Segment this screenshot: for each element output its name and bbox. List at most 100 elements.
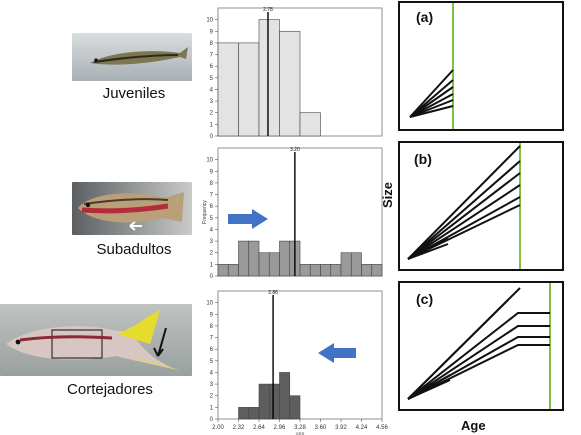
y-tick-label: 9: [210, 29, 214, 35]
y-tick-label: 10: [206, 301, 213, 307]
arrow-left-icon: [318, 343, 356, 363]
histogram-bar: [279, 372, 291, 420]
histogram-bar: [350, 252, 362, 277]
histogram-bar: [289, 395, 301, 420]
x-tick-label: 2.64: [253, 425, 265, 431]
growth-panel-a: (a): [398, 1, 564, 131]
histogram-bar: [299, 264, 311, 277]
y-tick-label: 3: [210, 382, 214, 388]
growth-panel-b: (b): [398, 141, 564, 271]
y-tick-label: 7: [210, 193, 214, 199]
courting-fish-photo: [0, 304, 192, 376]
histogram-bar: [248, 240, 260, 277]
y-tick-label: 1: [210, 405, 214, 411]
y-tick-label: 1: [210, 122, 214, 128]
y-tick-label: 0: [210, 417, 214, 423]
y-tick-label: 8: [210, 324, 214, 330]
y-tick-label: 2: [210, 111, 214, 117]
x-tick-label: 2.00: [212, 425, 224, 431]
histogram-bar: [309, 264, 321, 277]
y-tick-label: 7: [210, 336, 214, 342]
histogram-bar: [238, 42, 260, 137]
histogram-bar: [268, 252, 280, 277]
y-tick-label: 0: [210, 274, 214, 280]
y-tick-label: 4: [210, 87, 214, 93]
arrow-right-icon: [228, 209, 268, 229]
y-tick-label: 10: [206, 18, 213, 24]
y-tick-label: 3: [210, 99, 214, 105]
histogram-bar: [320, 264, 332, 277]
y-tick-label: 1: [210, 262, 214, 268]
juvenile-fish-photo: [72, 33, 192, 81]
y-tick-label: 6: [210, 64, 214, 70]
panel-letter-c: (c): [416, 291, 434, 307]
subadults-label: Subadultos: [96, 241, 172, 258]
y-tick-label: 5: [210, 359, 214, 365]
y-tick-label: 9: [210, 169, 214, 175]
y-tick-label: 4: [210, 370, 214, 376]
y-tick-label: 9: [210, 312, 214, 318]
y-tick-label: 4: [210, 227, 214, 233]
subadults-histogram: 0 1 2 3 4 5 6 7 8 9 10 3.20 Frequency: [202, 147, 383, 280]
growth-lines: [407, 145, 521, 260]
juveniles-histogram: 0 1 2 3 4 5 6 7 8 9 10 2.78: [206, 7, 383, 140]
histogram-bar: [279, 240, 291, 277]
panel-letter-a: (a): [416, 9, 434, 25]
mean-marker-label: 3.20: [290, 147, 300, 153]
y-tick-label: 5: [210, 216, 214, 222]
y-tick-label: 5: [210, 76, 214, 82]
age-axis-title: Age: [461, 418, 486, 433]
growth-lines: [407, 287, 550, 400]
y-tick-label: 0: [210, 134, 214, 140]
histogram-bar: [217, 264, 229, 277]
size-axis-title: Size: [380, 181, 395, 208]
y-tick-label: 6: [210, 204, 214, 210]
y-tick-label: 10: [206, 158, 213, 164]
histogram-bar: [258, 19, 280, 137]
x-tick-label: 2.32: [233, 425, 245, 431]
histogram-bar: [361, 264, 373, 277]
histogram-bar: [299, 112, 321, 137]
subadult-shift-arrow: [228, 209, 268, 229]
histogram-bar: [268, 383, 280, 420]
juveniles-label: Juveniles: [102, 85, 166, 102]
courting-shift-arrow: [318, 343, 356, 363]
growth-panel-c: (c): [398, 281, 564, 411]
histogram-bar: [227, 264, 239, 277]
panel-letter-b: (b): [414, 151, 432, 167]
y-tick-label: 8: [210, 41, 214, 47]
x-tick-label: 3.92: [335, 425, 347, 431]
histogram-bar: [330, 264, 342, 277]
x-axis-title: GRS: [296, 431, 305, 435]
juvenile-fish-image: [72, 33, 192, 81]
histogram-bar: [258, 383, 270, 420]
courting-fish-image: [0, 304, 192, 376]
x-tick-label: 3.60: [315, 425, 327, 431]
x-tick-label: 4.56: [376, 425, 388, 431]
x-tick-label: 2.96: [274, 425, 286, 431]
y-tick-label: 2: [210, 251, 214, 257]
histogram-bar: [238, 240, 250, 277]
histogram-bar: [217, 42, 239, 137]
subadult-fish-photo: [72, 182, 192, 235]
y-tick-label: 6: [210, 347, 214, 353]
histogram-bar: [258, 252, 270, 277]
histogram-bar: [371, 264, 383, 277]
mean-marker-label: 2.86: [268, 290, 278, 296]
growth-lines: [409, 69, 454, 118]
x-tick-label: 3.28: [294, 425, 306, 431]
y-tick-label: 8: [210, 181, 214, 187]
y-tick-label: 2: [210, 394, 214, 400]
y-tick-label: 3: [210, 239, 214, 245]
subadult-fish-image: [72, 182, 192, 235]
histogram-bar: [238, 407, 250, 420]
y-tick-label: 7: [210, 53, 214, 59]
histogram-bar: [279, 30, 301, 137]
x-tick-label: 4.24: [356, 425, 368, 431]
courting-label: Cortejadores: [67, 381, 153, 398]
histogram-bar: [248, 407, 260, 420]
y-axis-title: Frequency: [202, 200, 208, 224]
mean-marker-label: 2.78: [263, 7, 273, 13]
histogram-bar: [340, 252, 352, 277]
courting-histogram: 0 1 2 3 4 5 6 7 8 9 10 2.86 2.00 2.32 2.64 2.96 3.28 3.60…: [206, 290, 388, 435]
